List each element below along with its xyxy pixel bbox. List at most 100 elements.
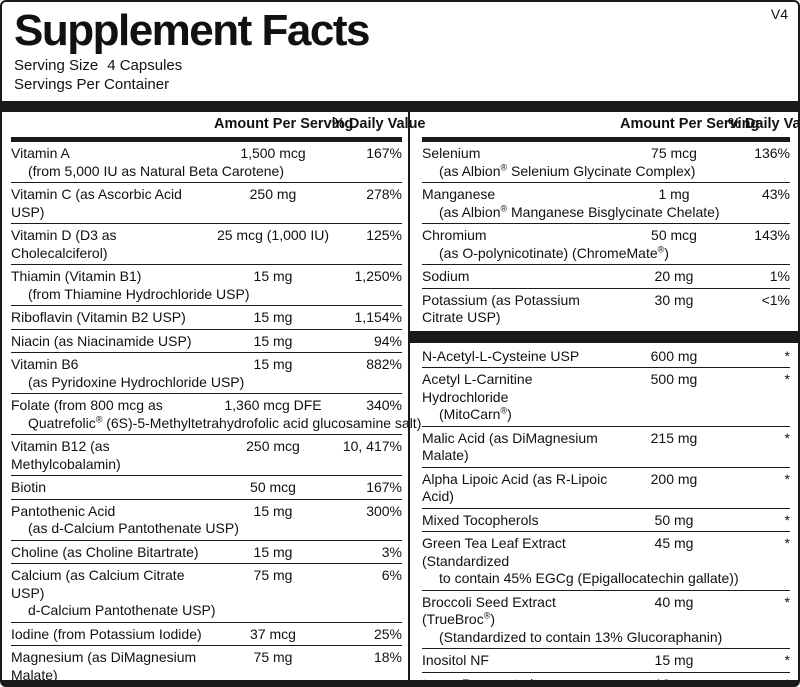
- ingredient-daily-value: 340%: [366, 397, 402, 413]
- ingredient-row: Magnesium (as DiMagnesium Malate) 75 mg 18…: [11, 646, 402, 680]
- ingredient-row-main: Selenium 75 mcg 136%: [422, 145, 790, 163]
- ingredient-row-main: Biotin 50 mcg 167%: [11, 479, 402, 497]
- ingredient-row: Vitamin B6 15 mg 882% (as Pyridoxine Hydroc…: [11, 353, 402, 394]
- ingredient-row: Choline (as Choline Bitartrate) 15 mg 3%: [11, 541, 402, 564]
- ingredient-row-main: Manganese 1 mg 43%: [422, 186, 790, 204]
- ingredient-daily-value: 1%: [769, 268, 790, 284]
- ingredient-row-main: Thiamin (Vitamin B1) 15 mg 1,250%: [11, 268, 402, 286]
- ingredient-row-main: Sodium 20 mg 1%: [422, 268, 790, 286]
- ingredient-row: Vitamin C (as Ascorbic Acid USP) 250 mg 27…: [11, 183, 402, 224]
- ingredient-daily-value: *: [784, 652, 790, 668]
- ingredient-row-main: Alpha Lipoic Acid (as R-Lipoic Acid) 200 …: [422, 471, 790, 506]
- italic-text: trans: [422, 675, 458, 687]
- ingredient-row: Niacin (as Niacinamide USP) 15 mg 94%: [11, 330, 402, 353]
- ingredient-amount: 15 mg: [253, 502, 293, 519]
- ingredient-name: Niacin (as Niacinamide USP): [11, 332, 192, 349]
- ingredient-name: Sodium: [422, 268, 470, 284]
- serving-size-label: Serving Size: [14, 57, 99, 74]
- ingredient-row-main: Iodine (from Potassium Iodide) 37 mcg 25%: [11, 626, 402, 644]
- ingredient-name: Riboflavin (Vitamin B2 USP): [11, 309, 186, 325]
- ingredient-daily-value: 125%: [366, 227, 402, 243]
- ingredient-row-main: Vitamin B6 15 mg 882%: [11, 356, 402, 374]
- label-header: V4 Supplement Facts Serving Size 4 Capsul…: [2, 2, 798, 101]
- ingredient-row-main: Magnesium (as DiMagnesium Malate) 75 mg 18…: [11, 649, 402, 680]
- ingredient-daily-value: 10, 417%: [342, 438, 402, 454]
- column-header-spacer: [11, 116, 214, 133]
- ingredient-name: Chromium: [422, 227, 487, 243]
- ingredient-subtext: (Standardized to contain 13% Glucoraphan…: [439, 628, 723, 645]
- ingredient-subtext: (from Thiamine Hydrochloride USP): [28, 285, 250, 302]
- ingredient-subtext: (as Albion® Manganese Bisglycinate Chela…: [439, 202, 720, 220]
- ingredient-amount: 15 mg: [253, 356, 293, 372]
- ingredient-row: Acetyl L-Carnitine Hydrochloride 500 mg * (…: [422, 368, 790, 427]
- ingredient-amount: 50 mg: [654, 511, 694, 528]
- ingredient-row: Riboflavin (Vitamin B2 USP) 15 mg 1,154%: [11, 306, 402, 330]
- right-ingredient-list-minerals: Selenium 75 mcg 136% (as Albion® Selenium G…: [422, 142, 790, 329]
- ingredient-name: Calcium (as Calcium Citrate USP): [11, 567, 185, 601]
- ingredient-daily-value: 278%: [366, 186, 402, 202]
- right-ingredient-list-other: N-Acetyl-L-Cysteine USP 600 mg * Acetyl L-C…: [422, 345, 790, 687]
- ingredient-subtext: (from 5,000 IU as Natural Beta Carotene): [28, 162, 285, 179]
- ingredient-row-main: Vitamin D (D3 as Cholecalciferol) 25 mcg …: [11, 227, 402, 262]
- ingredient-daily-value: 1,154%: [354, 309, 402, 325]
- ingredient-name: Selenium: [422, 145, 481, 161]
- ingredient-row: Pantothenic Acid 15 mg 300% (as d-Calcium P…: [11, 500, 402, 541]
- daily-value-header: % Daily Value: [728, 116, 800, 132]
- ingredient-row-main: Vitamin C (as Ascorbic Acid USP) 250 mg 27…: [11, 186, 402, 221]
- ingredient-name: Biotin: [11, 479, 47, 495]
- ingredient-name: Choline (as Choline Bitartrate): [11, 543, 199, 560]
- ingredient-amount: 50 mcg: [250, 479, 296, 495]
- page-title: Supplement Facts: [14, 6, 370, 55]
- ingredient-name: Manganese: [422, 186, 496, 202]
- ingredient-row: Broccoli Seed Extract (TrueBroc®) 40 mg * (…: [422, 591, 790, 649]
- ingredient-subtext: d-Calcium Pantothenate USP): [28, 602, 216, 618]
- ingredient-row-main: trans -Resveratrol 10 mg *: [422, 675, 790, 687]
- ingredient-name: Vitamin C (as Ascorbic Acid USP): [11, 186, 182, 220]
- daily-value-header: % Daily Value: [332, 116, 426, 132]
- ingredient-name: Potassium (as Potassium Citrate USP): [422, 291, 580, 326]
- serving-size-value: 4 Capsules: [107, 57, 183, 74]
- ingredient-name: Thiamin (Vitamin B1): [11, 268, 142, 284]
- ingredient-row: Vitamin D (D3 as Cholecalciferol) 25 mcg …: [11, 224, 402, 265]
- ingredient-name: Broccoli Seed Extract (TrueBroc®): [422, 593, 556, 628]
- ingredient-amount: 45 mg: [654, 535, 694, 551]
- ingredient-amount: 1,500 mcg: [240, 145, 306, 161]
- ingredient-amount: 1 mg: [658, 186, 690, 202]
- ingredient-row: Alpha Lipoic Acid (as R-Lipoic Acid) 200 …: [422, 468, 790, 509]
- ingredient-amount: 250 mcg: [246, 438, 300, 454]
- ingredient-subtext: to contain 45% EGCg (Epigallocatechin ga…: [439, 570, 739, 586]
- ingredient-daily-value: 136%: [754, 145, 790, 161]
- ingredient-daily-value: 1,250%: [354, 268, 402, 284]
- ingredient-name: Acetyl L-Carnitine Hydrochloride: [422, 371, 533, 405]
- ingredient-daily-value: 143%: [754, 227, 790, 243]
- ingredient-row-main: Niacin (as Niacinamide USP) 15 mg 94%: [11, 333, 402, 351]
- amount-per-serving-header: Amount Per Serving: [620, 116, 760, 132]
- ingredient-subtext: (as Albion® Selenium Glycinate Complex): [439, 161, 696, 179]
- ingredient-daily-value: *: [784, 429, 790, 446]
- ingredient-amount: 1,360 mcg DFE: [224, 397, 322, 413]
- version-tag: V4: [770, 6, 788, 22]
- ingredient-name: N-Acetyl-L-Cysteine USP: [422, 347, 580, 364]
- ingredient-name: Vitamin A: [11, 145, 70, 161]
- ingredient-amount: 15 mg: [253, 268, 293, 284]
- ingredient-row: Calcium (as Calcium Citrate USP) 75 mg 6% d…: [11, 564, 402, 623]
- ingredient-row: Inositol NF 15 mg *: [422, 649, 790, 673]
- ingredient-amount: 15 mg: [654, 652, 694, 668]
- column-header-spacer: [422, 116, 620, 133]
- ingredient-row: Malic Acid (as DiMagnesium Malate) 215 mg…: [422, 427, 790, 468]
- ingredient-row-main: Vitamin A 1,500 mcg 167%: [11, 145, 402, 163]
- ingredient-amount: 600 mg: [650, 347, 698, 364]
- ingredient-daily-value: 167%: [366, 145, 402, 161]
- ingredient-amount: 10 mg: [654, 675, 694, 687]
- ingredient-row-main: Chromium 50 mcg 143%: [422, 227, 790, 245]
- ingredient-name: Pantothenic Acid: [11, 502, 116, 519]
- ingredient-row-main: Mixed Tocopherols 50 mg *: [422, 512, 790, 530]
- ingredient-amount: 20 mg: [654, 268, 694, 284]
- ingredient-daily-value: <1%: [761, 291, 790, 308]
- ingredient-name: Inositol NF: [422, 652, 489, 668]
- ingredient-row: Manganese 1 mg 43% (as Albion® Manganese Bi…: [422, 183, 790, 224]
- amount-per-serving-header: Amount Per Serving: [214, 116, 354, 132]
- ingredient-name: Malic Acid (as DiMagnesium Malate): [422, 429, 598, 464]
- ingredient-row-main: Choline (as Choline Bitartrate) 15 mg 3%: [11, 544, 402, 562]
